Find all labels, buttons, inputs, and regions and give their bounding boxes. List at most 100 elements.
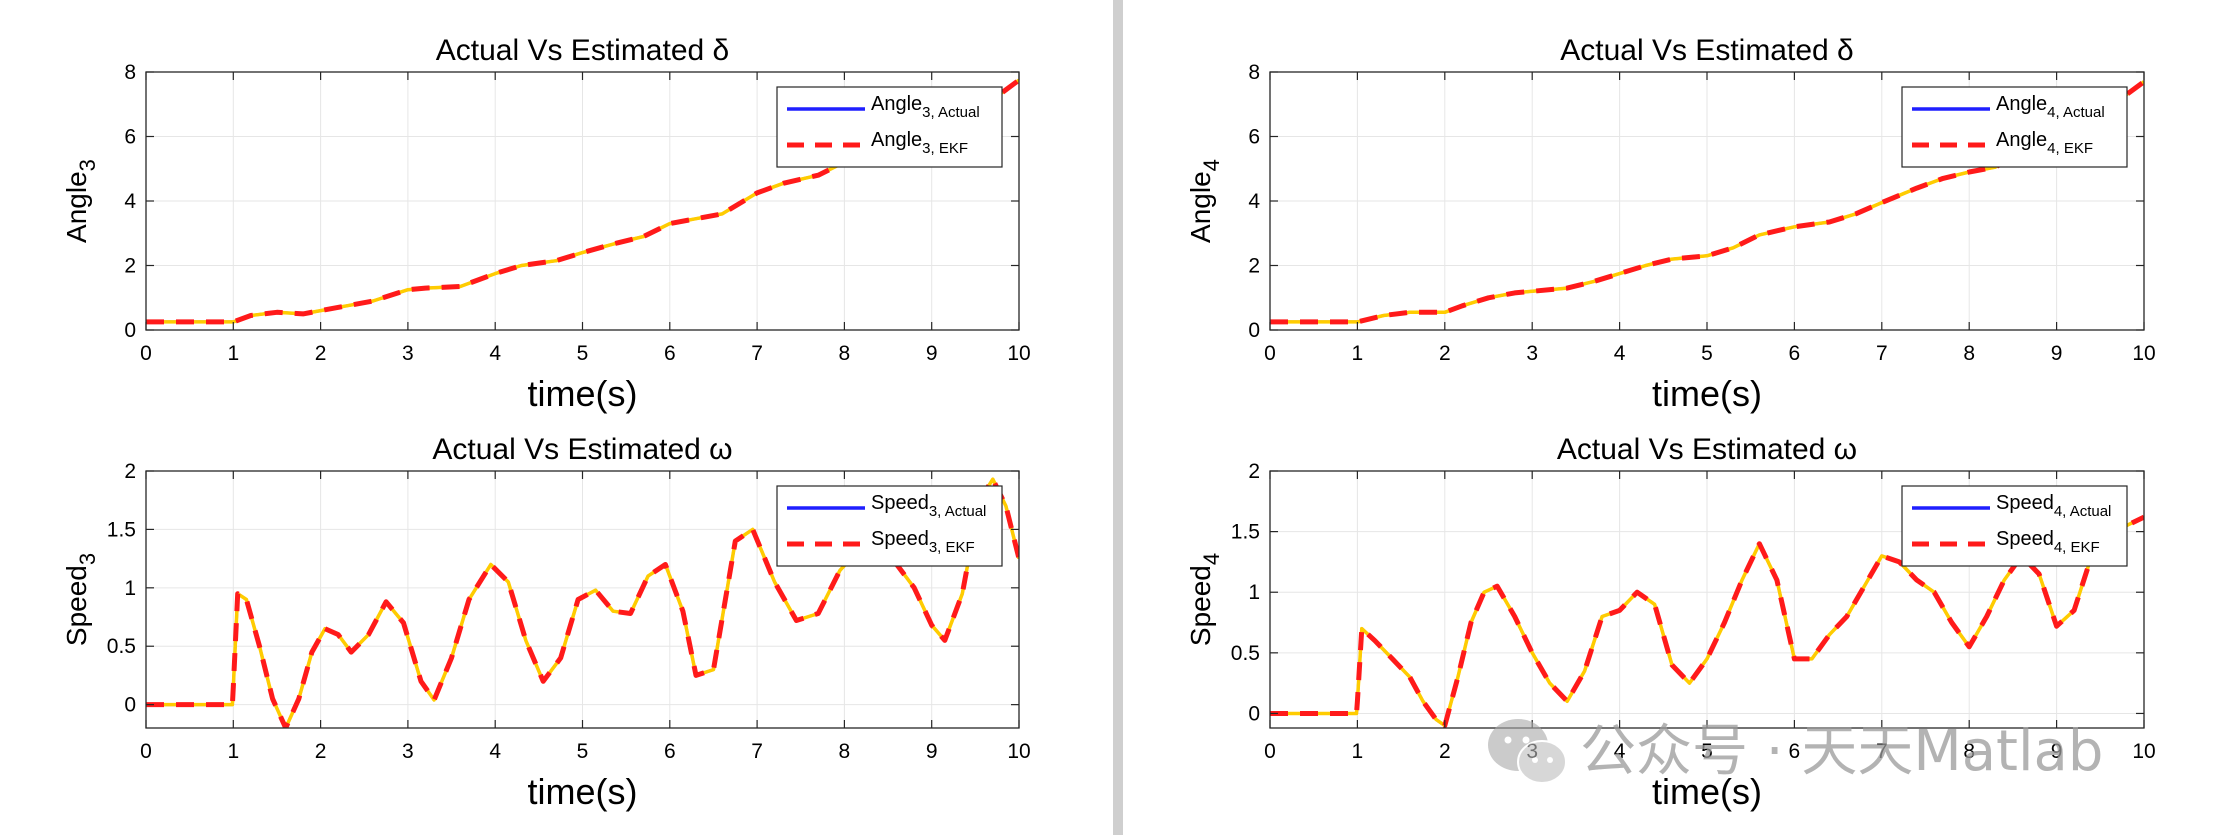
- plot-speed3: 0 1 2 3 4 5 6 7 8 9 10 0 0.5 1 1.5 2 Actual Vs Estimated…: [61, 433, 1031, 812]
- x-tick-label: 10: [2132, 740, 2155, 763]
- legend-label: Angle4, Actual: [1996, 93, 2105, 121]
- x-tick-label: 4: [489, 740, 501, 763]
- x-tick-label: 7: [1876, 342, 1888, 365]
- y-axis-label-sub: 4: [1199, 553, 1224, 565]
- legend-box: [1901, 86, 2128, 168]
- plot-title: Actual Vs Estimated δ: [1560, 34, 1853, 67]
- x-tick-label: 10: [1007, 740, 1030, 763]
- x-tick-label: 7: [751, 342, 763, 365]
- x-tick-label: 1: [227, 740, 239, 763]
- y-tick-label: 0: [124, 319, 136, 342]
- y-tick-label: 6: [1248, 126, 1260, 149]
- y-axis-label-main: Speed: [1185, 565, 1216, 646]
- legend-label: Angle4, EKF: [1996, 129, 2093, 157]
- y-tick-label: 2: [124, 460, 136, 483]
- legend: Speed4, Actual Speed4, EKF: [1901, 485, 2128, 567]
- x-tick-label: 2: [315, 342, 327, 365]
- x-tick-label: 2: [1439, 740, 1451, 763]
- x-tick-label: 0: [1264, 740, 1276, 763]
- x-tick-label: 8: [1963, 740, 1975, 763]
- x-tick-label: 6: [1789, 342, 1801, 365]
- x-tick-label: 1: [1352, 342, 1364, 365]
- plot-angle3: 0 1 2 3 4 5 6 7 8 9 10 0 2 4 6 8 Actual Vs Estimated δ ti…: [61, 34, 1031, 414]
- y-tick-label: 8: [124, 61, 136, 84]
- x-tick-label: 4: [1614, 740, 1626, 763]
- x-tick-label: 9: [926, 342, 938, 365]
- x-tick-label: 8: [839, 342, 851, 365]
- plot-title: Actual Vs Estimated ω: [1557, 433, 1857, 466]
- legend-label: Speed4, EKF: [1996, 528, 2100, 556]
- x-tick-label: 3: [402, 342, 414, 365]
- x-tick-label: 0: [140, 342, 152, 365]
- x-tick-label: 1: [227, 342, 239, 365]
- y-axis-label: Speed4: [1185, 553, 1224, 646]
- legend-label: Angle3, EKF: [871, 129, 968, 157]
- legend-box: [776, 485, 1003, 567]
- y-tick-label: 0.5: [107, 635, 136, 658]
- x-tick-label: 3: [402, 740, 414, 763]
- x-tick-label: 0: [1264, 342, 1276, 365]
- y-tick-label: 4: [124, 190, 136, 213]
- x-axis-label: time(s): [1652, 373, 1762, 414]
- y-tick-label: 0: [124, 694, 136, 717]
- x-tick-label: 7: [1876, 740, 1888, 763]
- watermark-text: 公众号 · 天天Matlab: [1580, 719, 2103, 784]
- y-axis-label: Angle3: [61, 159, 100, 243]
- legend-label: Speed3, Actual: [871, 492, 986, 520]
- legend-label: Speed3, EKF: [871, 528, 975, 556]
- x-tick-label: 4: [489, 342, 501, 365]
- x-tick-label: 6: [664, 342, 676, 365]
- x-axis-label: time(s): [1652, 771, 1762, 812]
- y-tick-label: 8: [1248, 61, 1260, 84]
- legend: Angle3, Actual Angle3, EKF: [776, 86, 1003, 168]
- panel-divider: [1113, 0, 1123, 835]
- x-tick-label: 1: [1352, 740, 1364, 763]
- y-tick-label: 0: [1248, 319, 1260, 342]
- plot-title: Actual Vs Estimated δ: [436, 34, 729, 67]
- series-group: [1270, 514, 2144, 728]
- x-tick-label: 6: [1789, 740, 1801, 763]
- plot-title: Actual Vs Estimated ω: [432, 433, 732, 466]
- y-tick-label: 2: [124, 255, 136, 278]
- x-tick-label: 6: [664, 740, 676, 763]
- series-line-ekf: [1270, 514, 2144, 728]
- x-tick-label: 3: [1526, 342, 1538, 365]
- y-axis-label-main: Angle: [1185, 171, 1216, 243]
- y-axis-label-sub: 4: [1199, 159, 1224, 171]
- x-axis-label: time(s): [528, 771, 638, 812]
- y-tick-label: 1.5: [107, 518, 136, 541]
- legend-box: [1901, 485, 2128, 567]
- x-axis-label: time(s): [528, 373, 638, 414]
- x-tick-label: 10: [1007, 342, 1030, 365]
- y-tick-label: 0.5: [1231, 642, 1260, 665]
- x-tick-label: 9: [926, 740, 938, 763]
- legend-label: Angle3, Actual: [871, 93, 980, 121]
- y-tick-label: 1: [124, 577, 136, 600]
- y-axis-label-main: Speed: [61, 565, 92, 646]
- x-tick-label: 8: [1963, 342, 1975, 365]
- y-tick-label: 1: [1248, 581, 1260, 604]
- x-tick-label: 9: [2051, 342, 2063, 365]
- x-tick-label: 0: [140, 740, 152, 763]
- x-tick-label: 2: [1439, 342, 1451, 365]
- y-axis-label-sub: 3: [75, 553, 100, 565]
- y-axis-label-sub: 3: [75, 159, 100, 171]
- wechat-icon: [1488, 719, 1567, 784]
- series-group: [1270, 79, 2144, 325]
- y-axis-label-main: Angle: [61, 171, 92, 243]
- plot-angle4: 0 1 2 3 4 5 6 7 8 9 10 0 2 4 6 8 Actual Vs Estimated δ ti…: [1185, 34, 2156, 414]
- x-tick-label: 4: [1614, 342, 1626, 365]
- y-axis-label: Angle4: [1185, 159, 1224, 243]
- x-tick-label: 5: [577, 740, 589, 763]
- legend-label: Speed4, Actual: [1996, 492, 2111, 520]
- x-tick-label: 2: [315, 740, 327, 763]
- x-tick-label: 7: [751, 740, 763, 763]
- y-tick-label: 0: [1248, 702, 1260, 725]
- legend: Speed3, Actual Speed3, EKF: [776, 485, 1003, 567]
- x-tick-label: 5: [1701, 342, 1713, 365]
- y-tick-label: 1.5: [1231, 521, 1260, 544]
- x-tick-label: 8: [839, 740, 851, 763]
- y-axis-label: Speed3: [61, 553, 100, 646]
